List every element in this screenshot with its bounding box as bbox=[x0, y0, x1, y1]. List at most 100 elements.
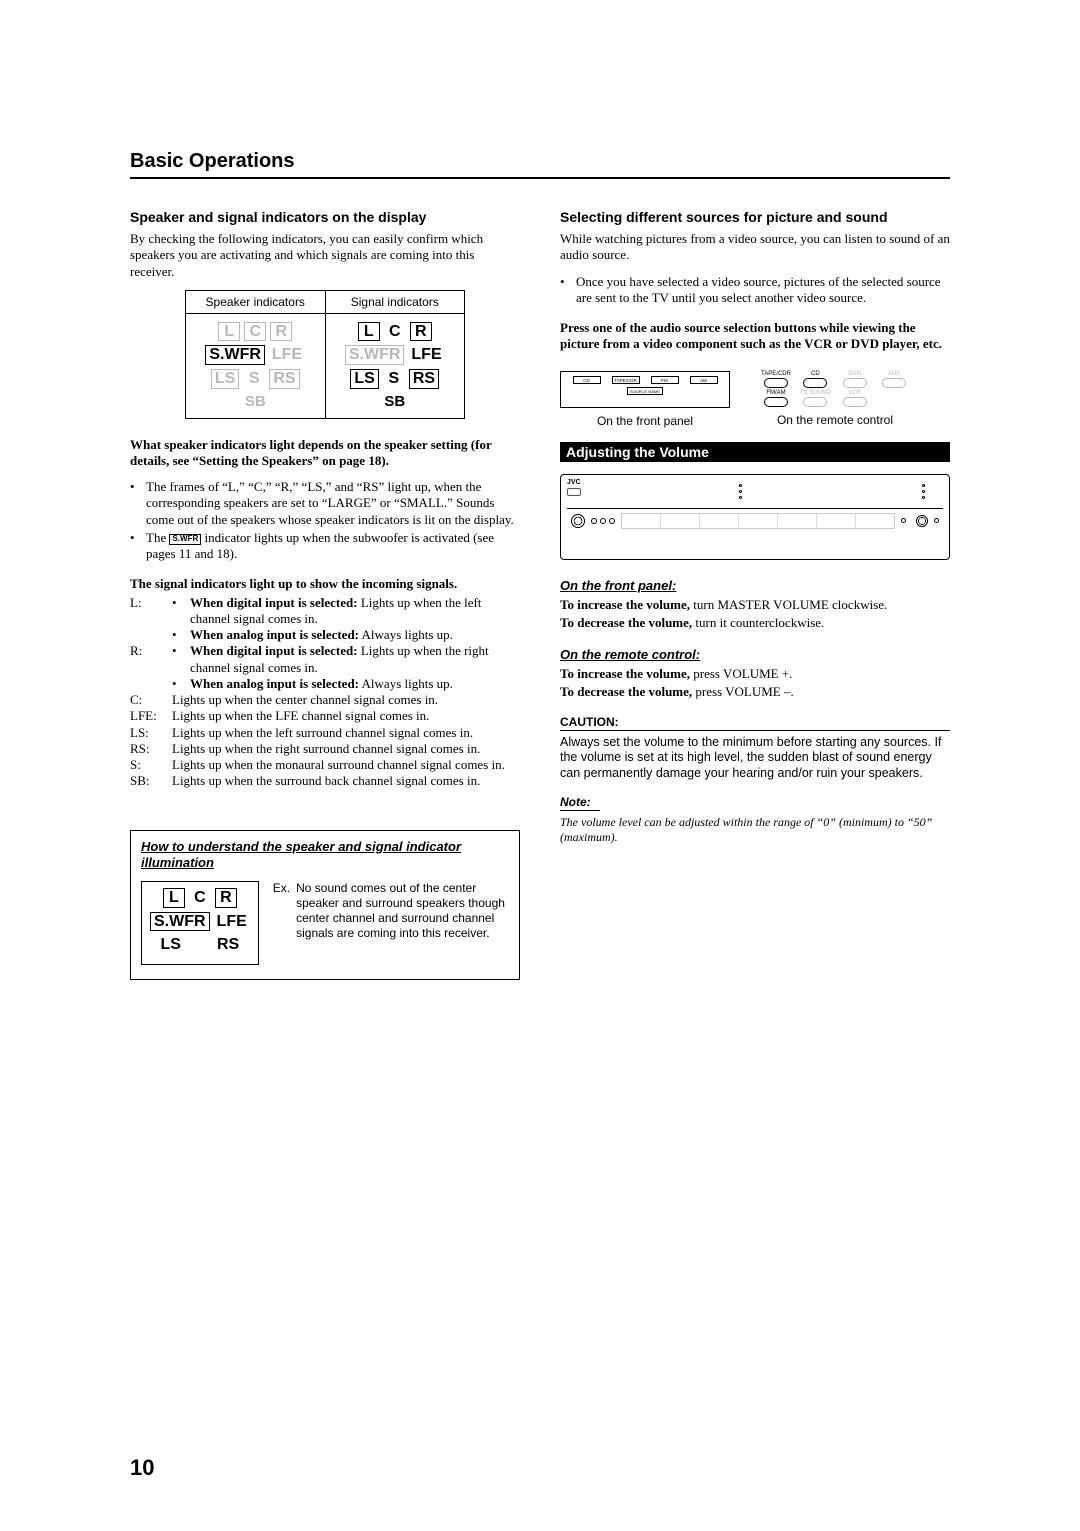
select-p1: While watching pictures from a video sou… bbox=[560, 231, 950, 264]
remote-label: VCR bbox=[839, 390, 871, 396]
heading-speaker-indicators: Speaker and signal indicators on the dis… bbox=[130, 209, 520, 225]
remote-label: FM/AM bbox=[760, 390, 792, 396]
phones-jack-icon bbox=[571, 514, 585, 528]
speaker-indicator-cell: L C R S.WFR LFE LS S RS SB bbox=[186, 314, 326, 418]
howto-RS: RS bbox=[214, 935, 242, 954]
sig-RS: RS bbox=[409, 369, 439, 389]
howto-ex-label: Ex. bbox=[273, 881, 290, 941]
power-button-icon bbox=[567, 488, 581, 496]
howto-LS: LS bbox=[158, 935, 184, 954]
bullet-frames-text: The frames of “L,” “C,” “R,” “LS,” and “… bbox=[146, 479, 520, 528]
def-R-at: Always lights up. bbox=[359, 676, 453, 691]
ind-C: C bbox=[244, 322, 266, 342]
def-L-d: When digital input is selected: bbox=[190, 595, 358, 610]
caution-heading: CAUTION: bbox=[560, 715, 950, 731]
panel-btn-cd: CD bbox=[573, 376, 601, 384]
def-R-a: When analog input is selected: bbox=[190, 676, 359, 691]
remote-label: TAPE/CDR bbox=[760, 371, 792, 377]
def-LFE: Lights up when the LFE channel signal co… bbox=[172, 708, 429, 724]
rc-dec-b: To decrease the volume, bbox=[560, 684, 692, 699]
intro-text: By checking the following indicators, yo… bbox=[130, 231, 520, 280]
two-column-layout: Speaker and signal indicators on the dis… bbox=[130, 209, 950, 980]
remote-button-icon bbox=[882, 378, 906, 388]
remote-button-icon bbox=[764, 397, 788, 407]
howto-SWFR: S.WFR bbox=[150, 912, 210, 932]
ind-L: L bbox=[218, 322, 240, 342]
remote-label: DVD bbox=[839, 371, 871, 377]
ind-RS: RS bbox=[269, 369, 299, 389]
sig-C: C bbox=[384, 322, 406, 342]
howto-C: C bbox=[189, 888, 211, 908]
remote-button-icon bbox=[843, 378, 867, 388]
def-L-at: Always lights up. bbox=[359, 627, 453, 642]
select-bullet: • Once you have selected a video source,… bbox=[560, 274, 950, 307]
indicator-table: Speaker indicators Signal indicators L C… bbox=[185, 290, 465, 419]
receiver-brand: JVC bbox=[567, 479, 581, 486]
remote-caption: On the remote control bbox=[760, 413, 910, 427]
page-title: Basic Operations bbox=[130, 150, 950, 173]
left-column: Speaker and signal indicators on the dis… bbox=[130, 209, 520, 980]
remote-label: TV SOUND bbox=[799, 390, 831, 396]
ind-SB: SB bbox=[192, 393, 319, 410]
remote-label: AUX bbox=[878, 371, 910, 377]
select-bullet-text: Once you have selected a video source, p… bbox=[576, 274, 950, 307]
remote-button-icon bbox=[764, 378, 788, 388]
remote-diagram: TAPE/CDRCDDVDAUXFM/AMTV SOUNDVCR bbox=[760, 371, 910, 407]
howto-LFE: LFE bbox=[214, 912, 250, 932]
panel-caption: On the front panel bbox=[560, 414, 730, 428]
howto-diagram: L C R S.WFR LFE LS S RS bbox=[141, 881, 259, 965]
rc-dec-t: press VOLUME –. bbox=[692, 684, 794, 699]
ind-LS: LS bbox=[211, 369, 239, 389]
receiver-illustration: JVC bbox=[560, 474, 950, 560]
ind-S: S bbox=[243, 369, 265, 389]
def-L-a: When analog input is selected: bbox=[190, 627, 359, 642]
signal-indicator-cell: L C R S.WFR LFE LS S RS SB bbox=[326, 314, 465, 418]
def-S: Lights up when the monaural surround cha… bbox=[172, 757, 505, 773]
select-press: Press one of the audio source selection … bbox=[560, 320, 950, 353]
howto-box: How to understand the speaker and signal… bbox=[130, 830, 520, 981]
faceplate-icon bbox=[621, 513, 895, 529]
sig-L: L bbox=[358, 322, 380, 342]
ind-LFE: LFE bbox=[269, 345, 305, 365]
sig-S: S bbox=[383, 369, 405, 389]
signal-title: The signal indicators light up to show t… bbox=[130, 576, 520, 592]
bullet-swfr-a: The bbox=[146, 530, 169, 545]
note-text: The volume level can be adjusted within … bbox=[560, 815, 950, 845]
rc-inc-t: press VOLUME +. bbox=[690, 666, 792, 681]
howto-title: How to understand the speaker and signal… bbox=[141, 839, 509, 872]
fp-title: On the front panel: bbox=[560, 578, 950, 593]
panel-btn-tape: TAPE/CDR bbox=[612, 376, 640, 384]
def-LS: Lights up when the left surround channel… bbox=[172, 725, 473, 741]
caution-text: Always set the volume to the minimum bef… bbox=[560, 735, 950, 782]
title-rule bbox=[130, 177, 950, 179]
fp-inc-t: turn MASTER VOLUME clockwise. bbox=[690, 597, 887, 612]
def-SB: Lights up when the surround back channel… bbox=[172, 773, 480, 789]
fp-dec-b: To decrease the volume, bbox=[560, 615, 692, 630]
sig-SWFR: S.WFR bbox=[345, 345, 405, 365]
what-depends: What speaker indicators light depends on… bbox=[130, 437, 520, 470]
howto-L: L bbox=[163, 888, 185, 908]
col-head-speaker: Speaker indicators bbox=[186, 291, 326, 313]
panel-btn-am: AM bbox=[690, 376, 718, 384]
swfr-inline-box: S.WFR bbox=[169, 534, 201, 545]
rc-title: On the remote control: bbox=[560, 647, 950, 662]
remote-button-icon bbox=[843, 397, 867, 407]
heading-select-sources: Selecting different sources for picture … bbox=[560, 209, 950, 225]
panel-source-name: SOURCE NAME bbox=[627, 387, 663, 395]
fp-inc-b: To increase the volume, bbox=[560, 597, 690, 612]
master-volume-knob-icon bbox=[916, 515, 928, 527]
remote-button-icon bbox=[803, 397, 827, 407]
source-diagram: CD TAPE/CDR FM AM SOURCE NAME On the fro… bbox=[560, 371, 950, 428]
col-head-signal: Signal indicators bbox=[326, 291, 465, 313]
rc-inc-b: To increase the volume, bbox=[560, 666, 690, 681]
front-panel-diagram: CD TAPE/CDR FM AM SOURCE NAME bbox=[560, 371, 730, 408]
bullet-frames: • The frames of “L,” “C,” “R,” “LS,” and… bbox=[130, 479, 520, 528]
sig-R: R bbox=[410, 322, 432, 342]
sig-SB: SB bbox=[332, 393, 459, 410]
sig-LFE: LFE bbox=[408, 345, 444, 365]
def-C: Lights up when the center channel signal… bbox=[172, 692, 438, 708]
fp-dec-t: turn it counterclockwise. bbox=[692, 615, 824, 630]
heading-adjust-volume: Adjusting the Volume bbox=[560, 442, 950, 462]
def-R-d: When digital input is selected: bbox=[190, 643, 358, 658]
remote-button-icon bbox=[803, 378, 827, 388]
